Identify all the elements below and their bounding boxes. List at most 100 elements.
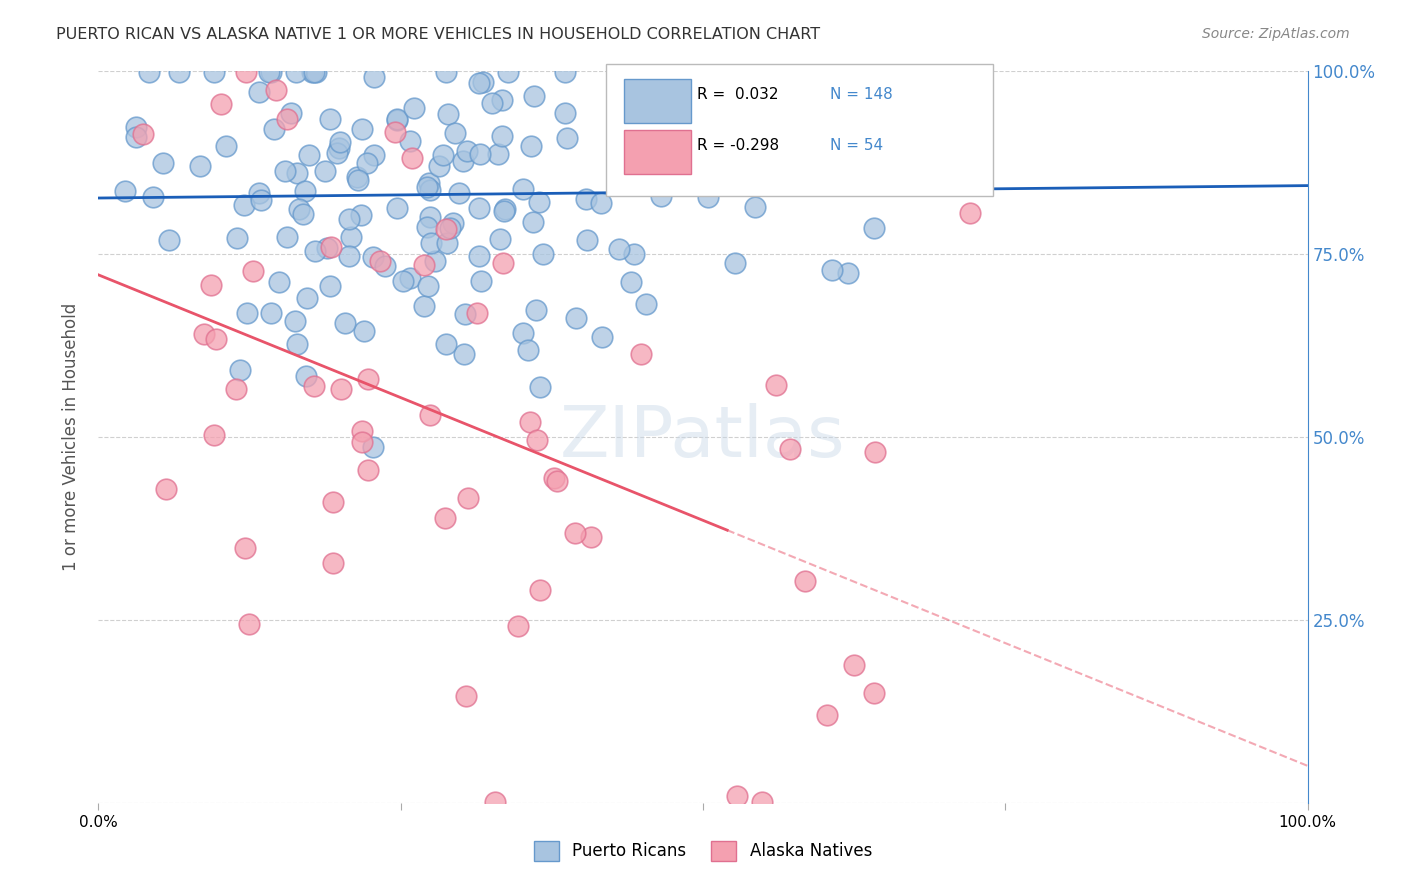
Alaska Natives — [725, 789, 748, 803]
Puerto Ricans — [820, 263, 842, 277]
Puerto Ricans — [470, 274, 492, 288]
Alaska Natives — [457, 491, 479, 506]
Puerto Ricans — [233, 198, 256, 212]
Puerto Ricans — [703, 66, 725, 80]
Puerto Ricans — [418, 176, 440, 190]
Puerto Ricans — [444, 126, 467, 140]
Puerto Ricans — [226, 231, 249, 245]
Puerto Ricans — [529, 380, 551, 394]
Alaska Natives — [302, 379, 325, 393]
Puerto Ricans — [607, 242, 630, 256]
Puerto Ricans — [496, 65, 519, 79]
Alaska Natives — [368, 254, 391, 268]
Puerto Ricans — [138, 65, 160, 79]
Puerto Ricans — [419, 210, 441, 224]
Puerto Ricans — [263, 122, 285, 136]
Puerto Ricans — [763, 65, 786, 79]
Alaska Natives — [815, 708, 838, 723]
Puerto Ricans — [202, 65, 225, 79]
Alaska Natives — [322, 556, 344, 570]
Puerto Ricans — [436, 235, 458, 250]
Puerto Ricans — [565, 311, 588, 326]
Puerto Ricans — [337, 249, 360, 263]
Puerto Ricans — [453, 347, 475, 361]
Puerto Ricans — [697, 190, 720, 204]
Puerto Ricans — [517, 343, 540, 358]
Puerto Ricans — [441, 216, 464, 230]
Puerto Ricans — [434, 336, 457, 351]
Puerto Ricans — [152, 156, 174, 170]
Puerto Ricans — [413, 299, 436, 313]
Puerto Ricans — [512, 182, 534, 196]
Puerto Ricans — [257, 65, 280, 79]
Puerto Ricans — [634, 297, 657, 311]
Puerto Ricans — [337, 211, 360, 226]
Puerto Ricans — [399, 271, 422, 285]
Puerto Ricans — [247, 85, 270, 99]
Alaska Natives — [765, 378, 787, 392]
Puerto Ricans — [335, 316, 357, 330]
Puerto Ricans — [439, 221, 461, 235]
Alaska Natives — [225, 382, 247, 396]
Alaska Natives — [131, 128, 153, 142]
Puerto Ricans — [276, 230, 298, 244]
Puerto Ricans — [294, 184, 316, 198]
Text: N = 148: N = 148 — [830, 87, 893, 103]
Alaska Natives — [233, 541, 256, 556]
Puerto Ricans — [285, 65, 308, 79]
Puerto Ricans — [157, 233, 180, 247]
Puerto Ricans — [427, 159, 450, 173]
Alaska Natives — [543, 471, 565, 485]
Puerto Ricans — [763, 66, 786, 80]
Puerto Ricans — [350, 208, 373, 222]
Puerto Ricans — [491, 128, 513, 143]
Puerto Ricans — [404, 101, 426, 115]
Alaska Natives — [401, 151, 423, 165]
Puerto Ricans — [468, 249, 491, 263]
Puerto Ricans — [319, 112, 342, 126]
Alaska Natives — [352, 435, 374, 450]
Puerto Ricans — [298, 147, 321, 161]
Puerto Ricans — [522, 214, 544, 228]
Alaska Natives — [419, 408, 441, 422]
Puerto Ricans — [215, 139, 238, 153]
Puerto Ricans — [361, 440, 384, 454]
Puerto Ricans — [124, 120, 146, 135]
Alaska Natives — [209, 97, 232, 112]
Puerto Ricans — [124, 130, 146, 145]
Text: N = 54: N = 54 — [830, 138, 883, 153]
Puerto Ricans — [554, 106, 576, 120]
Alaska Natives — [434, 222, 457, 236]
Puerto Ricans — [385, 201, 408, 215]
Puerto Ricans — [738, 87, 761, 101]
Puerto Ricans — [432, 148, 454, 162]
Puerto Ricans — [645, 142, 668, 156]
Puerto Ricans — [575, 233, 598, 247]
Puerto Ricans — [520, 139, 543, 153]
Puerto Ricans — [285, 166, 308, 180]
Puerto Ricans — [575, 192, 598, 206]
Alaska Natives — [200, 278, 222, 293]
Alaska Natives — [238, 617, 260, 632]
Puerto Ricans — [491, 94, 513, 108]
Puerto Ricans — [229, 363, 252, 377]
Puerto Ricans — [492, 204, 515, 219]
Puerto Ricans — [273, 164, 295, 178]
Puerto Ricans — [346, 169, 368, 184]
Puerto Ricans — [356, 156, 378, 170]
Puerto Ricans — [142, 190, 165, 204]
Alaska Natives — [506, 618, 529, 632]
Puerto Ricans — [385, 112, 408, 127]
Puerto Ricans — [744, 200, 766, 214]
Puerto Ricans — [727, 81, 749, 95]
Puerto Ricans — [610, 162, 633, 177]
Puerto Ricans — [434, 65, 457, 79]
Puerto Ricans — [591, 196, 613, 211]
Puerto Ricans — [533, 246, 555, 260]
Puerto Ricans — [328, 141, 350, 155]
Puerto Ricans — [353, 324, 375, 338]
Text: Source: ZipAtlas.com: Source: ZipAtlas.com — [1202, 27, 1350, 41]
Puerto Ricans — [468, 146, 491, 161]
Puerto Ricans — [623, 247, 645, 261]
Puerto Ricans — [316, 241, 339, 255]
